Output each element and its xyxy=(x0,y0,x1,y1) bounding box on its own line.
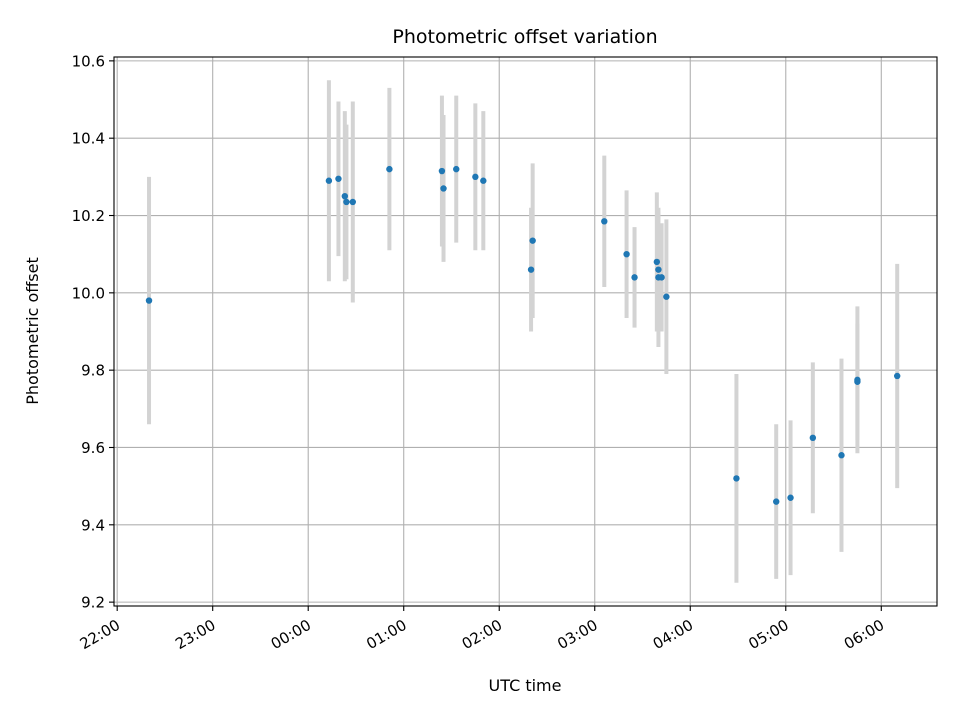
data-point xyxy=(733,475,740,482)
x-axis-label: UTC time xyxy=(489,676,562,695)
data-point xyxy=(438,167,446,175)
data-point xyxy=(349,198,356,206)
data-point xyxy=(773,498,780,505)
data-point xyxy=(631,274,638,281)
y-tick-label: 9.8 xyxy=(81,362,105,380)
data-point xyxy=(623,250,630,258)
y-axis-ticks: 9.2 9.4 9.6 9.8 10.0 10.2 10.4 10.6 xyxy=(72,52,114,612)
data-point xyxy=(386,165,393,173)
data-point xyxy=(440,185,447,192)
data-point xyxy=(894,372,901,380)
y-tick-label: 10.6 xyxy=(72,52,105,70)
data-point xyxy=(658,274,665,281)
plot-frame xyxy=(113,56,938,607)
data-points xyxy=(145,165,901,505)
chart-title: Photometric offset variation xyxy=(392,26,657,48)
data-point xyxy=(145,297,153,304)
y-axis-label: Photometric offset xyxy=(23,257,42,405)
data-point xyxy=(453,165,460,173)
data-point xyxy=(325,177,333,184)
data-point xyxy=(527,266,535,273)
y-tick-label: 9.6 xyxy=(81,439,105,457)
data-point xyxy=(472,173,479,181)
data-point xyxy=(529,237,536,244)
data-point xyxy=(809,434,817,442)
data-point xyxy=(341,192,349,200)
y-tick-label: 9.2 xyxy=(81,594,105,612)
data-point xyxy=(343,198,350,206)
grid xyxy=(114,57,937,606)
data-point xyxy=(335,175,342,182)
data-point xyxy=(663,293,670,300)
y-tick-label: 10.4 xyxy=(72,130,105,148)
y-tick-label: 10.2 xyxy=(72,207,105,225)
y-tick-label: 9.4 xyxy=(81,516,105,534)
data-point xyxy=(854,378,861,385)
data-point xyxy=(480,177,487,184)
data-point xyxy=(787,494,794,501)
y-tick-label: 10.0 xyxy=(72,284,105,302)
data-point xyxy=(653,258,661,266)
data-point xyxy=(655,266,662,273)
data-point xyxy=(601,218,608,225)
data-point xyxy=(838,452,845,459)
